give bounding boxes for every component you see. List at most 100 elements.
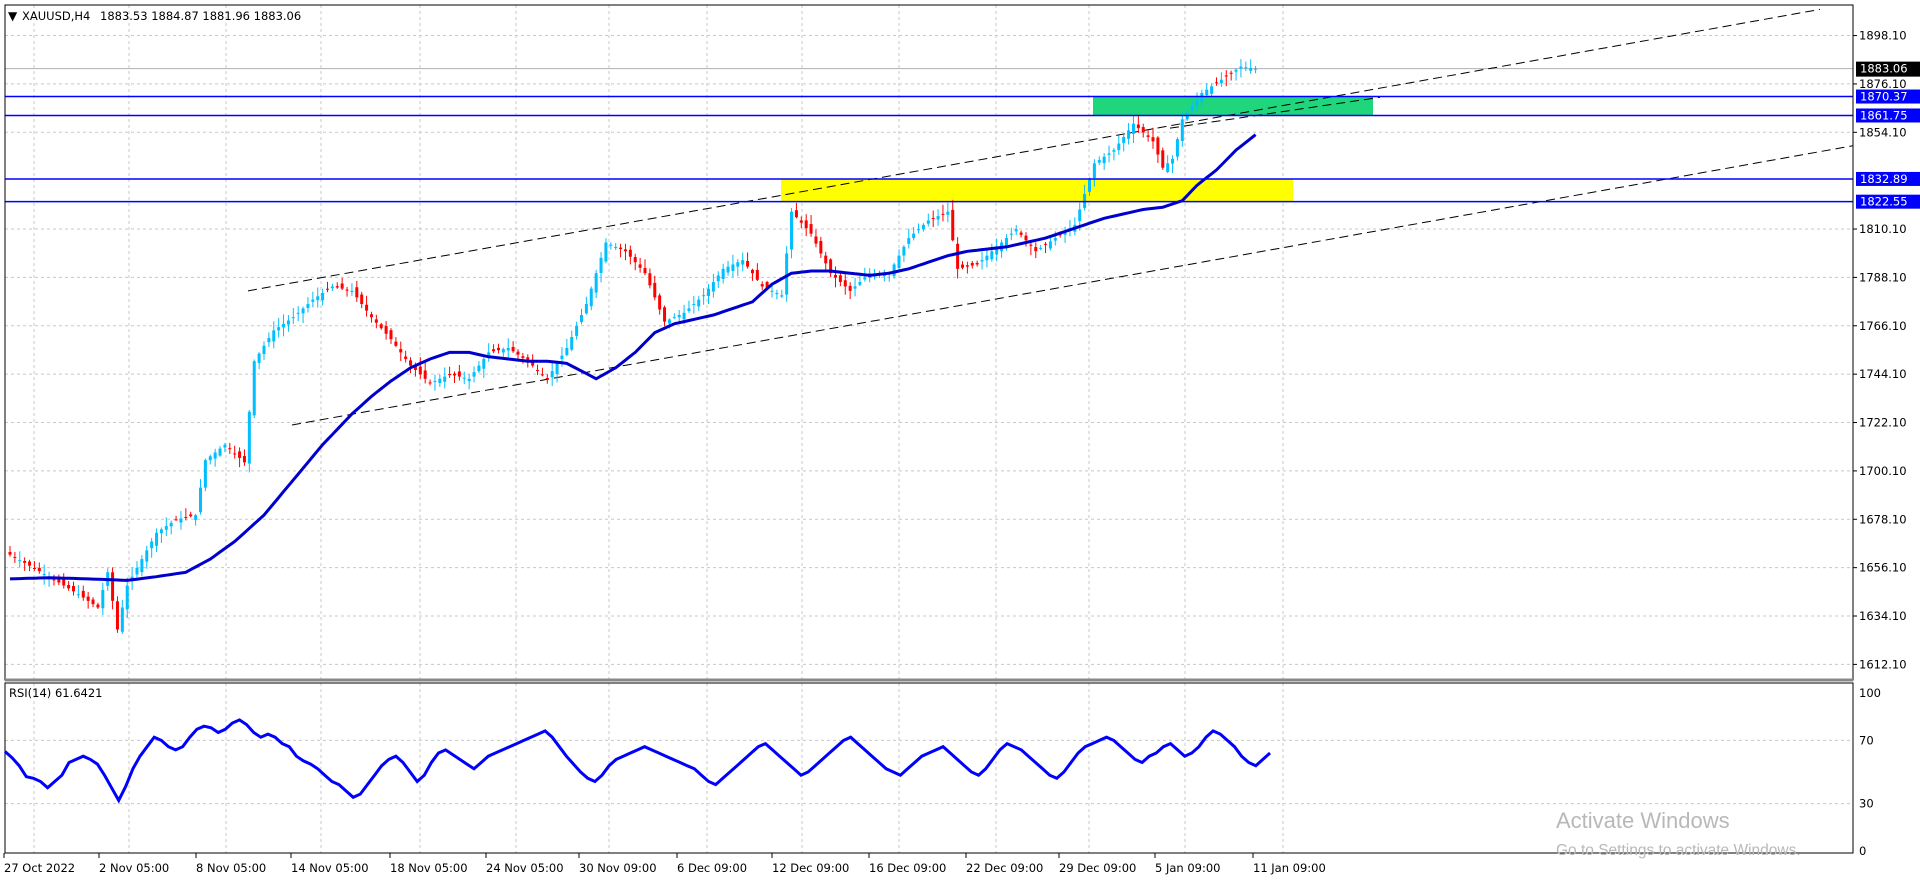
bear-candle bbox=[799, 220, 803, 223]
level-tag-label: 1870.37 bbox=[1860, 90, 1908, 104]
bull-candle bbox=[140, 559, 144, 573]
bear-candle bbox=[384, 326, 388, 334]
candlestick-series bbox=[8, 59, 1258, 635]
bull-candle bbox=[711, 282, 715, 292]
bear-candle bbox=[794, 210, 798, 218]
bull-candle bbox=[697, 299, 701, 307]
bear-candle bbox=[819, 240, 823, 254]
bull-candle bbox=[159, 529, 163, 534]
level-tag-bg bbox=[1856, 89, 1920, 104]
time-tick-label: 5 Jan 09:00 bbox=[1155, 861, 1221, 875]
bull-candle bbox=[350, 290, 354, 293]
bear-candle bbox=[1044, 243, 1048, 245]
bull-candle bbox=[179, 518, 183, 523]
bull-candle bbox=[721, 268, 725, 280]
bull-candle bbox=[301, 308, 305, 314]
moving-average-line bbox=[9, 133, 1257, 582]
bull-candle bbox=[272, 330, 276, 342]
bear-candle bbox=[628, 249, 632, 257]
bull-candle bbox=[863, 277, 867, 280]
bull-candle bbox=[1014, 229, 1018, 232]
bull-candle bbox=[433, 380, 437, 382]
bull-candle bbox=[912, 233, 916, 239]
bear-candle bbox=[360, 294, 364, 305]
bull-candle bbox=[589, 288, 593, 307]
price-tick-label: 1722.10 bbox=[1859, 416, 1907, 430]
bull-candle bbox=[853, 286, 857, 289]
bear-candle bbox=[1224, 75, 1228, 77]
bear-candle bbox=[32, 567, 36, 569]
bull-candle bbox=[76, 594, 80, 596]
bear-candle bbox=[1146, 135, 1150, 137]
bull-candle bbox=[257, 353, 261, 363]
time-tick-label: 16 Dec 09:00 bbox=[869, 861, 946, 875]
bear-candle bbox=[834, 274, 837, 278]
bull-candle bbox=[1127, 130, 1131, 139]
bear-candle bbox=[189, 514, 193, 517]
bear-candle bbox=[619, 247, 623, 250]
bear-candle bbox=[1156, 137, 1160, 155]
bull-candle bbox=[682, 312, 686, 320]
bull-candle bbox=[145, 550, 149, 562]
bull-candle bbox=[775, 293, 779, 295]
bull-candle bbox=[1244, 67, 1248, 69]
bull-candle bbox=[550, 371, 554, 378]
bear-candle bbox=[804, 220, 808, 229]
green-supply-zone bbox=[1093, 96, 1373, 116]
price-axis: 1898.10 1876.10 1854.10 1810.10 1788.10 1766.… bbox=[1853, 29, 1907, 671]
bull-candle bbox=[218, 448, 222, 456]
bull-candle bbox=[1234, 69, 1238, 72]
bear-candle bbox=[1136, 124, 1140, 129]
level-tag-bg bbox=[1856, 171, 1920, 186]
bear-candle bbox=[970, 262, 974, 266]
bull-candle bbox=[1180, 119, 1184, 141]
bear-candle bbox=[355, 287, 359, 298]
bull-candle bbox=[164, 526, 168, 530]
level-tag-label: 1832.89 bbox=[1860, 172, 1908, 186]
bull-candle bbox=[736, 262, 740, 267]
bear-candle bbox=[956, 243, 960, 269]
bear-candle bbox=[951, 209, 955, 241]
bull-candle bbox=[604, 242, 608, 262]
bull-candle bbox=[614, 246, 618, 249]
yellow-demand-zone bbox=[781, 178, 1293, 202]
time-axis: 27 Oct 2022 2 Nov 05:00 8 Nov 05:00 14 Nov … bbox=[3, 853, 1326, 875]
rsi-tick-label: 0 bbox=[1859, 844, 1866, 858]
bull-candle bbox=[716, 275, 720, 282]
bear-candle bbox=[848, 285, 852, 291]
ohlc-values: 1883.53 1884.87 1881.96 1883.06 bbox=[100, 9, 301, 23]
bull-candle bbox=[555, 363, 559, 375]
time-tick-label: 22 Dec 09:00 bbox=[966, 861, 1043, 875]
collapse-triangle-icon[interactable]: ▼ bbox=[8, 9, 18, 23]
time-tick-label: 29 Dec 09:00 bbox=[1059, 861, 1136, 875]
bull-candle bbox=[1205, 89, 1209, 96]
horizontal-levels[interactable]: 1870.37 1861.75 1832.89 1822.55 bbox=[5, 89, 1920, 209]
bull-candle bbox=[575, 326, 579, 336]
bull-candle bbox=[150, 541, 154, 549]
bull-candle bbox=[286, 320, 290, 325]
activate-windows-title: Activate Windows bbox=[1556, 808, 1730, 833]
bear-candle bbox=[765, 282, 769, 289]
bull-candle bbox=[1175, 139, 1179, 157]
bear-candle bbox=[8, 552, 12, 555]
bear-candle bbox=[81, 590, 85, 598]
bear-candle bbox=[843, 280, 847, 287]
time-tick-label: 18 Nov 05:00 bbox=[390, 861, 468, 875]
bear-candle bbox=[516, 351, 520, 355]
rsi-line bbox=[4, 718, 1272, 804]
bull-candle bbox=[203, 460, 207, 488]
bear-candle bbox=[111, 572, 115, 601]
bear-candle bbox=[1024, 235, 1028, 241]
bear-candle bbox=[829, 259, 833, 274]
rsi-grid bbox=[5, 739, 1853, 805]
bear-candle bbox=[643, 268, 647, 274]
bull-candle bbox=[1131, 123, 1135, 134]
bear-candle bbox=[174, 519, 178, 521]
bear-candle bbox=[457, 371, 461, 377]
bull-candle bbox=[790, 211, 794, 250]
channel-line bbox=[1169, 96, 1381, 129]
bear-candle bbox=[72, 585, 75, 592]
channel-line bbox=[247, 8, 1821, 292]
bear-candle bbox=[540, 374, 544, 376]
